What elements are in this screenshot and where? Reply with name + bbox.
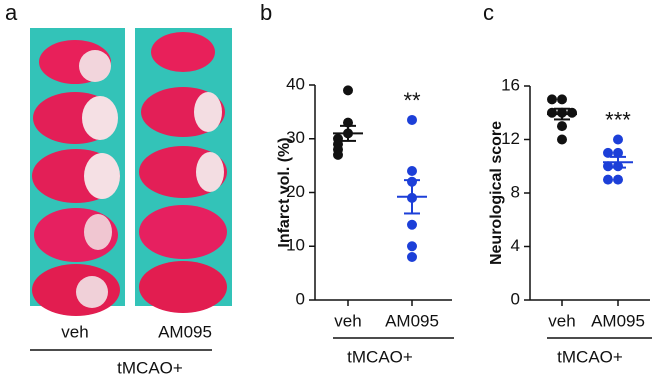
panel-label: b — [260, 0, 272, 25]
data-point — [567, 107, 577, 118]
data-point — [613, 174, 623, 185]
y-tick-label: 10 — [286, 236, 305, 255]
y-tick-label: 0 — [296, 289, 305, 308]
data-point — [603, 174, 613, 185]
data-point — [407, 166, 417, 176]
data-point — [343, 85, 353, 96]
data-point — [547, 94, 557, 105]
data-point — [333, 149, 343, 160]
data-point — [407, 241, 417, 252]
panel-label: c — [483, 0, 494, 25]
y-tick-label: 12 — [501, 129, 520, 148]
significance: *** — [605, 107, 631, 132]
data-point — [557, 121, 567, 132]
y-tick-label: 40 — [286, 74, 305, 93]
x-tick-label: veh — [548, 311, 575, 330]
y-axis-label: Neurological score — [488, 121, 505, 265]
x-tick-label: AM095 — [385, 311, 439, 330]
group-label: tMCAO+ — [347, 347, 413, 366]
y-tick-label: 16 — [501, 75, 520, 94]
data-point — [407, 252, 417, 262]
y-tick-label: 4 — [511, 236, 520, 255]
data-point — [603, 161, 613, 172]
y-tick-label: 30 — [286, 128, 305, 147]
data-point — [613, 134, 623, 145]
y-tick-label: 8 — [511, 182, 520, 201]
data-point — [547, 107, 557, 118]
group-label: AM095 — [158, 322, 212, 341]
data-point — [407, 219, 417, 230]
y-tick-label: 0 — [511, 289, 520, 308]
x-tick-label: AM095 — [591, 311, 645, 330]
data-point — [407, 114, 417, 125]
y-axis-label: Infarct vol. (%) — [276, 137, 293, 247]
significance: ** — [403, 88, 421, 113]
group-label: veh — [61, 322, 88, 341]
data-point — [557, 134, 567, 145]
brain-photo — [30, 28, 232, 316]
panel-label: a — [5, 0, 18, 25]
data-point — [557, 94, 567, 105]
group-label: tMCAO+ — [557, 347, 623, 366]
data-point — [613, 147, 623, 158]
condition-label: tMCAO+ — [117, 358, 183, 377]
data-point — [603, 147, 613, 158]
y-tick-label: 20 — [286, 182, 305, 201]
x-tick-label: veh — [334, 311, 361, 330]
